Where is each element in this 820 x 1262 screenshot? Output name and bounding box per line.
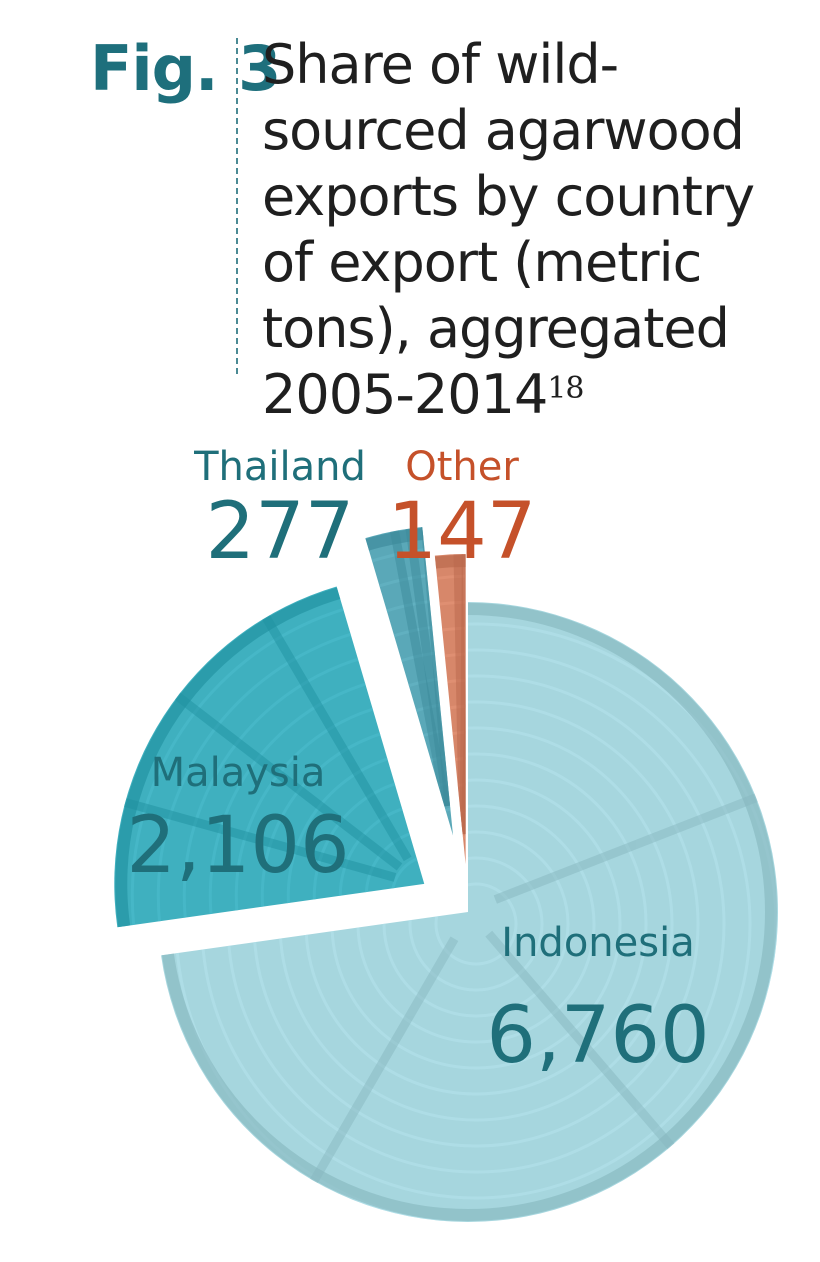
pie-slice-malaysia	[114, 586, 425, 928]
figure-label: Fig. 3	[90, 32, 281, 105]
slice-value-other: 147	[388, 487, 537, 577]
slice-label-thailand: Thailand	[193, 444, 366, 490]
figure-title-text: Share of wild-sourced agarwood exports b…	[262, 33, 755, 426]
footnote-marker: 18	[547, 371, 584, 406]
pie-slice-thailand	[365, 526, 454, 836]
slice-label-other: Other	[405, 444, 519, 490]
slice-value-thailand: 277	[206, 487, 355, 577]
figure-title: Share of wild-sourced agarwood exports b…	[262, 32, 812, 428]
title-divider	[236, 38, 238, 374]
slice-value-indonesia: 6,760	[486, 991, 709, 1081]
slice-label-indonesia: Indonesia	[501, 920, 694, 966]
wood-texture-other	[434, 554, 466, 865]
slice-label-malaysia: Malaysia	[151, 750, 326, 796]
slice-value-malaysia: 2,106	[126, 801, 349, 891]
